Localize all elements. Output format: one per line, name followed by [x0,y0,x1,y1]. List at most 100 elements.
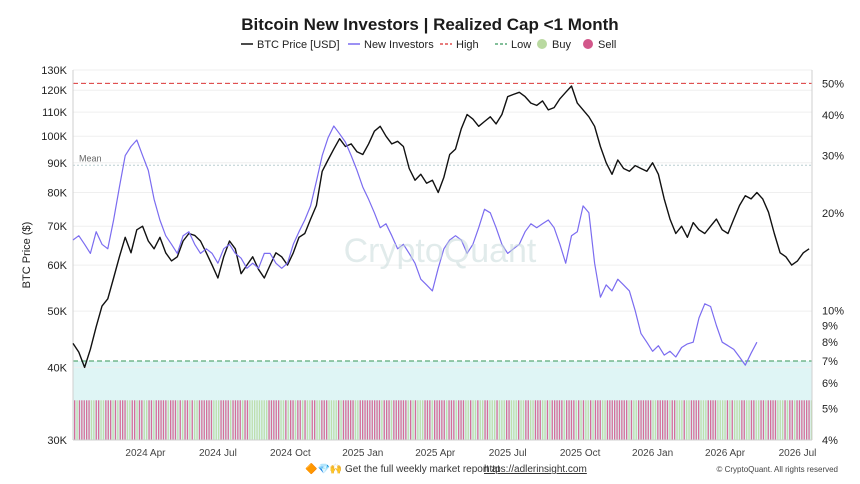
signal-stripe [381,400,383,440]
signal-stripe [580,400,582,440]
signal-stripe [518,400,520,440]
signal-stripe [285,400,287,440]
y-right-tick-label: 50% [822,78,844,90]
top-signal-stripe [203,82,205,83]
top-signal-stripe [98,82,100,83]
signal-stripe [306,400,309,440]
signal-stripe [698,400,700,440]
top-signal-stripe [381,82,383,83]
top-signal-stripe [258,82,260,83]
signal-stripe [460,400,462,440]
top-signal-stripe [112,82,114,83]
signal-stripe [741,400,743,440]
top-signal-stripe [160,82,162,83]
top-signal-stripe [566,82,568,83]
signal-stripe [693,400,695,440]
top-signal-stripe [750,82,752,83]
signal-stripe [146,400,148,440]
top-signal-stripe [234,82,236,83]
signal-stripe [501,400,503,440]
signal-stripe [362,400,364,440]
signal-stripe [299,400,301,440]
top-signal-stripe [76,82,78,83]
signal-stripe [438,400,441,440]
x-tick-label: 2024 Apr [125,448,166,459]
signal-stripe [561,400,563,440]
top-signal-stripe [494,82,496,83]
watermark: CryptoQuant [344,232,537,270]
signal-stripe [568,400,570,440]
footer: 🔶💎🙌 Get the full weekly market report at… [305,462,838,475]
top-signal-stripe [587,82,589,83]
signal-stripe [705,400,707,440]
top-signal-stripe [78,82,80,83]
top-signal-stripe [532,82,534,83]
top-signal-stripe [678,82,680,83]
signal-stripe [717,400,719,440]
top-signal-stripe [278,82,280,83]
top-signal-stripe [789,82,791,83]
signal-stripe [191,400,193,440]
signal-stripe [722,400,724,440]
signal-stripe [234,400,237,440]
top-signal-stripe [366,82,368,83]
top-signal-stripe [808,82,810,83]
signal-stripe [201,400,203,440]
top-signal-stripe [441,82,443,83]
signal-stripe [482,400,484,440]
signal-stripe [270,400,273,440]
top-signal-stripe [350,82,352,83]
top-signal-stripe [654,82,656,83]
top-signal-stripe [510,82,512,83]
footer-link[interactable]: https://adlerinsight.com [484,464,587,475]
top-signal-stripe [340,82,342,83]
top-signal-stripe [299,82,301,83]
signal-stripe [165,400,167,440]
top-signal-stripe [153,82,155,83]
top-signal-stripe [249,82,251,83]
signal-stripe [770,400,772,440]
top-signal-stripe [378,82,380,83]
signal-stripe [448,400,450,440]
signal-stripe [647,400,649,440]
top-signal-stripe [328,82,330,83]
top-signal-stripe [568,82,570,83]
signal-stripe [143,400,145,440]
top-signal-stripe [491,82,493,83]
top-signal-stripe [438,82,440,83]
signal-stripe [549,400,551,440]
top-signal-stripe [707,82,709,83]
y-right-tick-label: 8% [822,337,838,349]
top-signal-stripe [134,82,136,83]
top-signal-stripe [446,82,448,83]
y-right-tick-label: 10% [822,306,844,318]
signal-stripe [758,400,760,440]
signal-stripe [86,400,88,440]
top-signal-stripe [506,82,508,83]
top-signal-stripe [309,82,311,83]
signal-stripe [292,400,294,440]
top-signal-stripe [666,82,668,83]
signal-stripe [256,400,258,440]
signal-stripe [141,400,143,440]
signal-stripe [251,400,253,440]
top-signal-stripe [796,82,798,83]
signal-stripe [719,400,721,440]
signal-stripe [587,400,589,440]
top-signal-stripe [736,82,738,83]
top-signal-stripe [165,82,167,83]
signal-stripe [105,400,107,440]
signal-stripe [203,400,205,440]
signal-stripe [88,400,90,440]
top-signal-stripe [484,82,486,83]
top-signal-stripe [609,82,611,83]
signal-stripe [544,400,546,440]
top-signal-stripe [172,82,174,83]
top-signal-stripe [650,82,652,83]
signal-stripe [630,400,633,440]
top-signal-stripe [266,82,268,83]
signal-stripe [350,400,352,440]
top-signal-stripe [774,82,776,83]
top-signal-stripe [400,82,402,83]
signal-stripe [76,400,78,440]
